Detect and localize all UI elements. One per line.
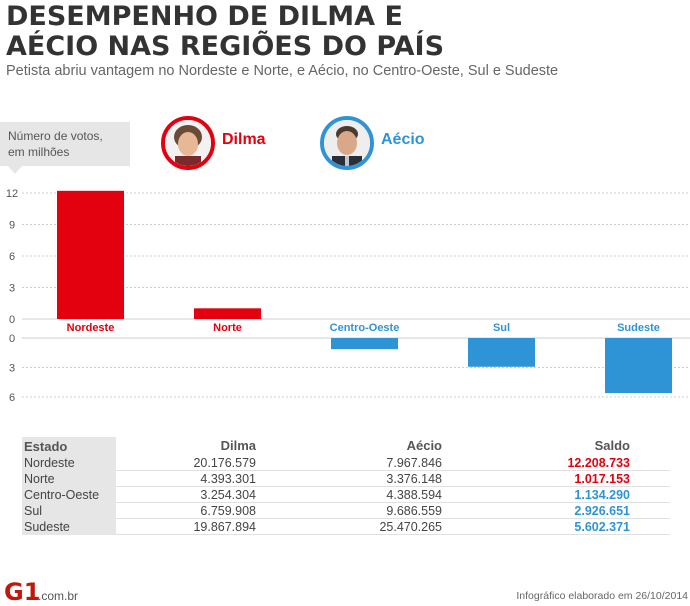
cell-dilma: 6.759.908 — [200, 504, 256, 518]
table-row: Nordeste 20.176.579 7.967.846 12.208.733 — [22, 455, 670, 471]
cell-saldo: 5.602.371 — [574, 520, 630, 534]
y-tick-label: 3 — [9, 283, 15, 295]
y-axis-unit-label: Número de votos, em milhões — [0, 122, 130, 174]
cell-estado: Nordeste — [22, 455, 116, 471]
y-tick-label: 0 — [9, 314, 15, 326]
header-aecio: Aécio — [406, 438, 442, 453]
x-category-label: Centro-Oeste — [330, 322, 400, 334]
cell-estado: Sul — [22, 503, 116, 519]
y-tick-label: 0 — [9, 333, 15, 345]
cell-saldo: 1.134.290 — [574, 488, 630, 502]
cell-saldo: 12.208.733 — [567, 456, 630, 470]
bar-norte — [194, 308, 261, 319]
cell-aecio: 3.376.148 — [386, 472, 442, 486]
y-tick-label: 6 — [9, 392, 15, 404]
bar-chart: 0 3 6 9 12 0 3 6 Nordeste Norte Centro-Oeste Sul Sud… — [6, 188, 690, 404]
x-category-label: Sul — [493, 322, 510, 334]
cell-estado: Norte — [22, 471, 116, 487]
page-subtitle: Petista abriu vantagem no Nordeste e Nor… — [6, 63, 559, 79]
y-tick-label: 3 — [9, 363, 15, 375]
legend-dilma: Dilma — [222, 131, 266, 148]
x-category-label: Nordeste — [67, 322, 115, 334]
title-line-2: AÉCIO NAS REGIÕES DO PAÍS — [6, 31, 445, 62]
y-tick-label: 6 — [9, 251, 15, 263]
table-row: Sudeste 19.867.894 25.470.265 5.602.371 — [22, 519, 670, 535]
cell-dilma: 4.393.301 — [200, 472, 256, 486]
cell-aecio: 9.686.559 — [386, 504, 442, 518]
cell-aecio: 7.967.846 — [386, 456, 442, 470]
title-line-1: DESEMPENHO DE DILMA E — [6, 1, 403, 32]
footer-credit: Infográfico elaborado em 26/10/2014 — [516, 590, 688, 602]
page-title: DESEMPENHO DE DILMA E AÉCIO NAS REGIÕES … — [6, 2, 686, 62]
bar-nordeste — [57, 190, 124, 319]
unit-label-line-2: em milhões — [8, 145, 70, 159]
g1-logo: G1 — [4, 578, 41, 606]
bar-centro-oeste — [331, 338, 398, 350]
results-table: Estado Dilma Aécio Saldo Nordeste 20.176.… — [22, 437, 670, 535]
cell-estado: Sudeste — [22, 519, 116, 535]
header-saldo: Saldo — [594, 438, 630, 453]
header-estado: Estado — [22, 437, 116, 455]
cell-dilma: 20.176.579 — [193, 456, 256, 470]
unit-label-line-1: Número de votos, — [8, 129, 103, 143]
cell-saldo: 1.017.153 — [574, 472, 630, 486]
bar-sul — [468, 338, 535, 367]
cell-dilma: 3.254.304 — [200, 488, 256, 502]
y-tick-label: 9 — [9, 220, 15, 232]
table-header: Estado Dilma Aécio Saldo — [22, 437, 670, 455]
cell-estado: Centro-Oeste — [22, 487, 116, 503]
table-body: Nordeste 20.176.579 7.967.846 12.208.733 Nor… — [22, 455, 670, 535]
bar-sudeste — [605, 338, 672, 394]
aecio-portrait-icon — [324, 120, 370, 166]
dilma-portrait-icon — [165, 120, 211, 166]
cell-dilma: 19.867.894 — [193, 520, 256, 534]
cell-saldo: 2.926.651 — [574, 504, 630, 518]
cell-aecio: 4.388.594 — [386, 488, 442, 502]
table-row: Centro-Oeste 3.254.304 4.388.594 1.134.290 — [22, 487, 670, 503]
aecio-avatar — [320, 116, 374, 170]
cell-aecio: 25.470.265 — [379, 520, 442, 534]
table-row: Sul 6.759.908 9.686.559 2.926.651 — [22, 503, 670, 519]
x-category-label: Sudeste — [617, 322, 660, 334]
x-category-label: Norte — [213, 322, 242, 334]
legend-aecio: Aécio — [381, 131, 425, 148]
dilma-avatar — [161, 116, 215, 170]
g1-logo-suffix: .com.br — [38, 589, 79, 603]
table-row: Norte 4.393.301 3.376.148 1.017.153 — [22, 471, 670, 487]
y-tick-label: 12 — [6, 188, 18, 200]
header-dilma: Dilma — [220, 438, 256, 453]
